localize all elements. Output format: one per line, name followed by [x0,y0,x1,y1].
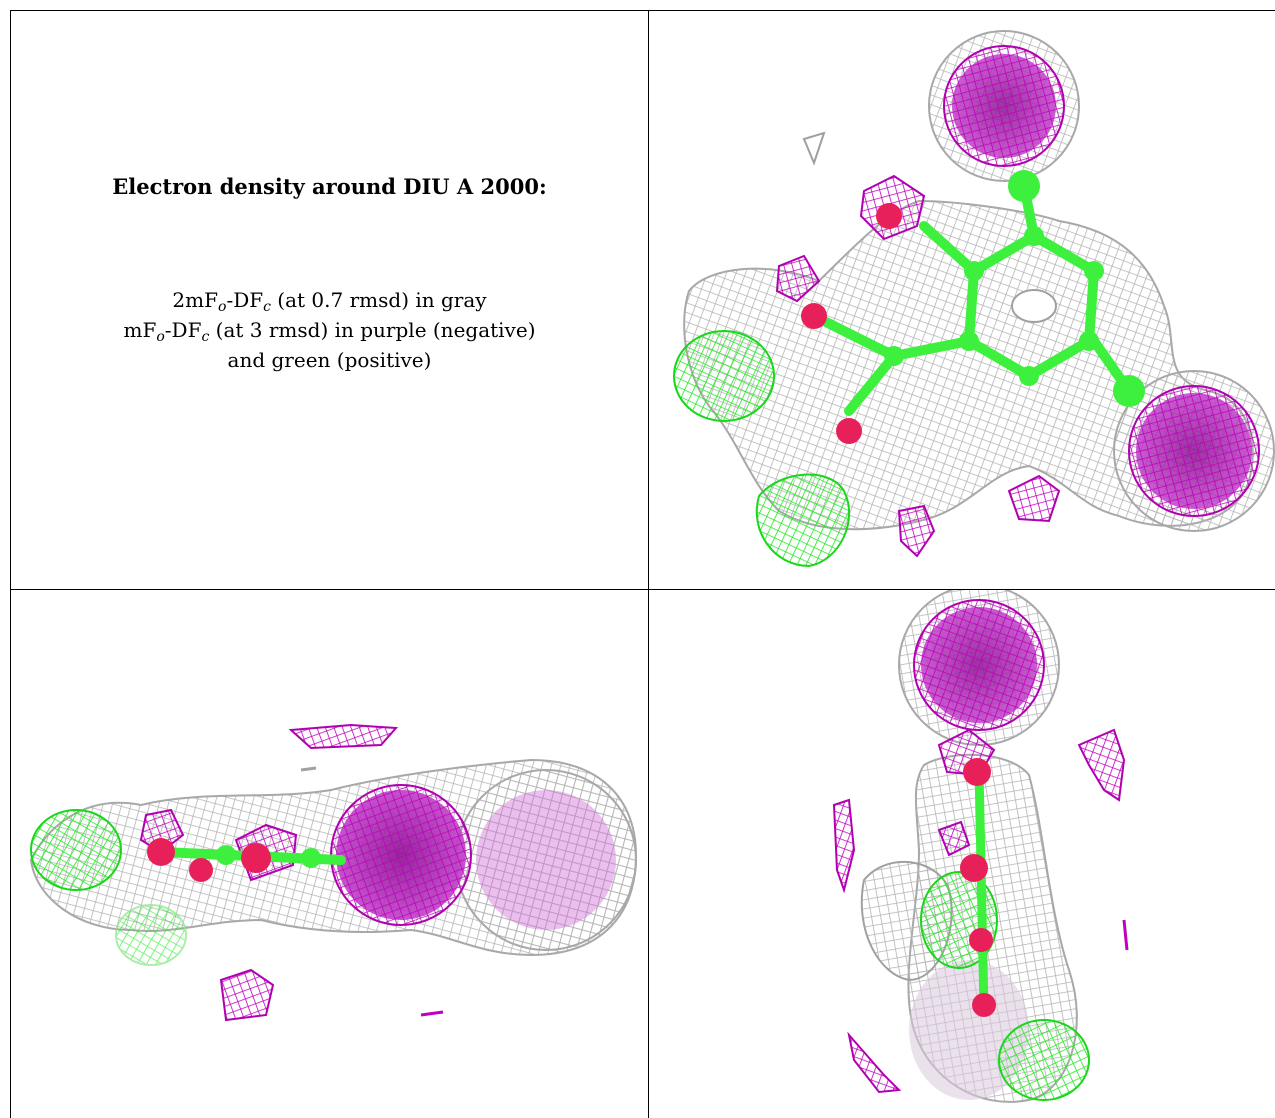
table-left-border [10,10,11,1118]
density-render-end-on [832,590,1129,1103]
figure-grid: Electron density around DIU A 2000: 2mFo… [10,10,1275,1118]
density-render-side [29,723,638,1022]
table-top-border [10,10,1275,11]
caption-title: Electron density around DIU A 2000: [112,174,547,199]
caption-legend: 2mFo-DFc (at 0.7 rmsd) in gray mFo-DFc (… [10,285,649,375]
table-middle-border [10,589,1275,590]
density-panel-face-on [649,11,1275,589]
figure-caption: Electron density around DIU A 2000: 2mFo… [10,10,649,589]
legend-line-colors: and green (positive) [227,348,432,372]
legend-line-fofc: mFo-DFc (at 3 rmsd) in purple (negative) [123,318,536,345]
density-render-face-on [673,30,1275,568]
legend-line-2fofc: 2mFo-DFc (at 0.7 rmsd) in gray [172,288,487,315]
density-panel-side [11,590,648,1118]
table-center-divider [648,10,649,1118]
density-panel-end-on [649,590,1275,1118]
